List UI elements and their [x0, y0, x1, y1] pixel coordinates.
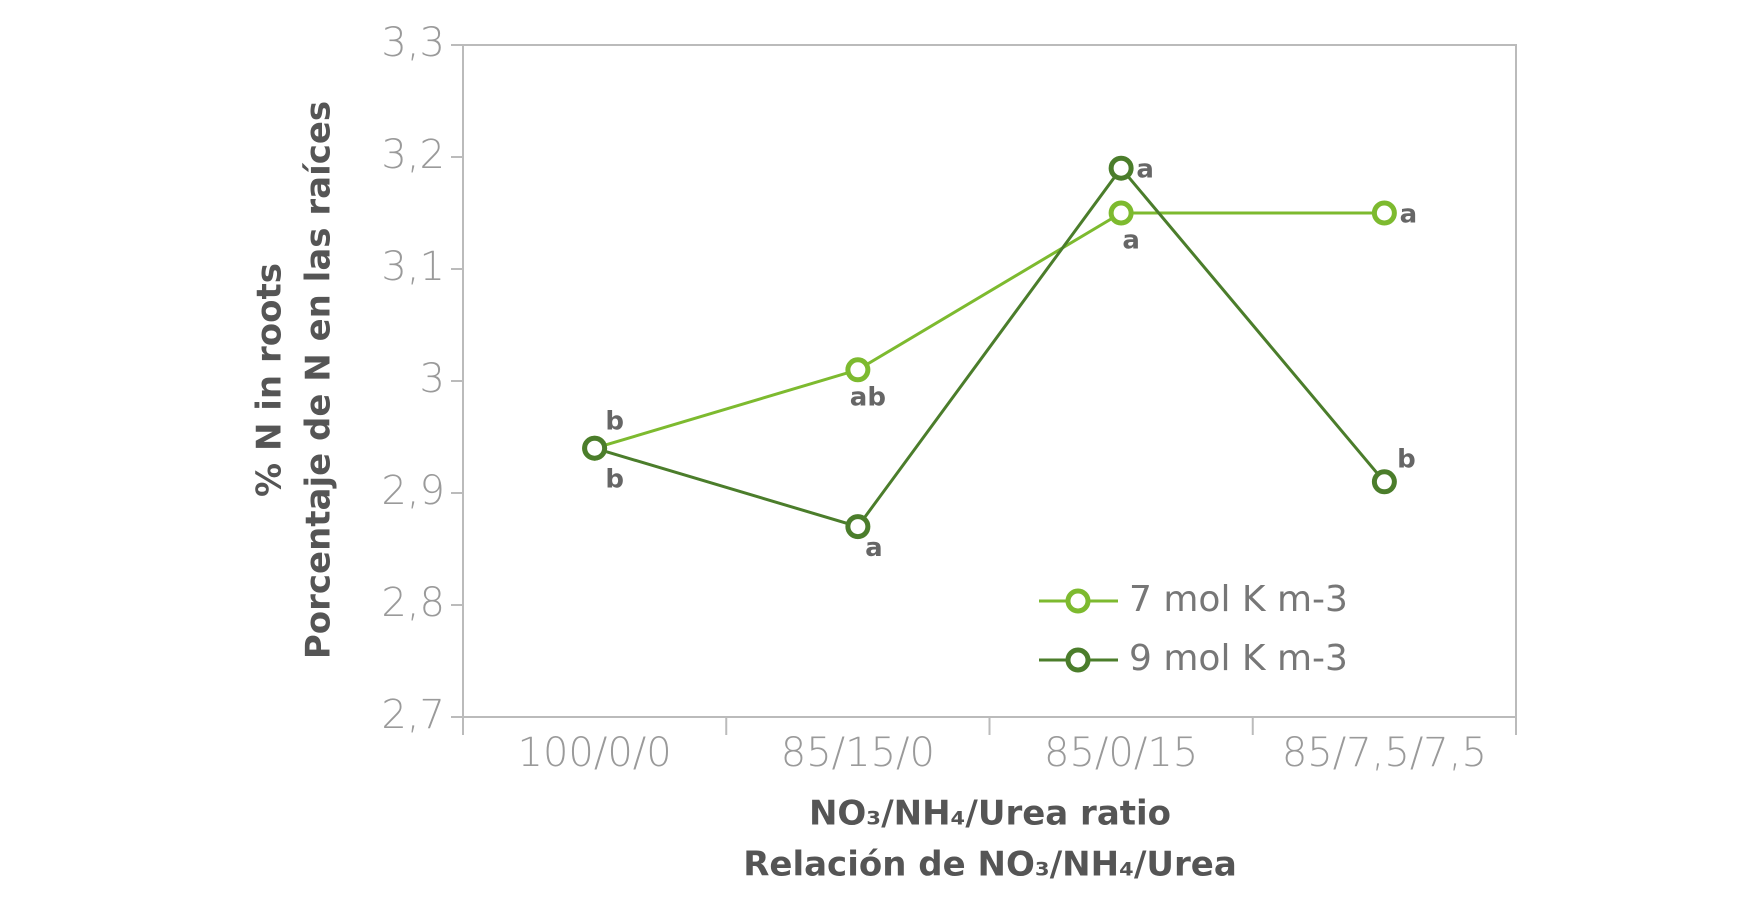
point: [1371, 200, 1397, 226]
x-tick-label: 85/7,5/7,5: [1282, 730, 1487, 776]
point: [845, 514, 871, 540]
plot-frame: [462, 44, 1517, 718]
y-title-line: Porcentaje de N en las raíces: [299, 101, 339, 659]
y-tick-label: 2,8: [381, 580, 445, 626]
legend-marker: [1065, 588, 1091, 614]
y-tick-label: 2,7: [381, 692, 445, 738]
series-line: [594, 211, 1385, 450]
sig-letter: b: [605, 465, 624, 495]
point: [1108, 200, 1134, 226]
x-tick-label: 85/0/15: [1044, 730, 1198, 776]
sig-letter: a: [1122, 226, 1140, 256]
sig-letter: a: [865, 533, 883, 563]
y-tick-label: 3,1: [381, 244, 445, 290]
x-title-line: NO₃/NH₄/Urea ratio: [809, 794, 1171, 834]
y-tick-label: 3,2: [381, 132, 445, 178]
point: [1108, 155, 1134, 181]
series-line: [594, 165, 1386, 529]
sig-letter: a: [1400, 200, 1418, 230]
legend-label: 7 mol K m-3: [1129, 579, 1348, 620]
point: [845, 357, 871, 383]
y-title-line: % N in roots: [250, 263, 290, 497]
sig-letter: b: [1397, 444, 1416, 474]
x-title-line: Relación de NO₃/NH₄/Urea: [743, 845, 1237, 885]
y-tick-label: 3,3: [381, 20, 445, 66]
y-tick-label: 3: [420, 356, 445, 402]
sig-letter: b: [605, 407, 624, 437]
y-tick-label: 2,9: [381, 468, 445, 514]
x-tick-label: 85/15/0: [781, 730, 935, 776]
sig-letter: a: [1136, 155, 1154, 185]
legend-label: 9 mol K m-3: [1129, 638, 1348, 679]
y-title: % N in roots Porcentaje de N en las raíc…: [250, 101, 339, 659]
point: [582, 435, 608, 461]
point: [1371, 469, 1397, 495]
x-tick-label: 100/0/0: [518, 730, 672, 776]
sig-letter: ab: [850, 382, 886, 412]
legend-marker: [1065, 647, 1091, 673]
